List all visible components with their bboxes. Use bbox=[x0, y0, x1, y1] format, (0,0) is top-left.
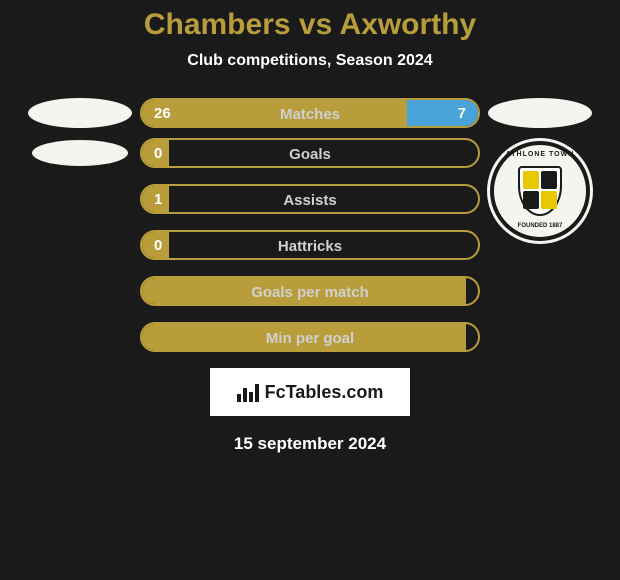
left-team-badges bbox=[20, 140, 140, 166]
stat-right-value: 7 bbox=[407, 100, 478, 126]
stat-bar-assists: 1 Assists bbox=[140, 184, 480, 214]
stat-right-value bbox=[169, 140, 478, 166]
team-ellipse-icon bbox=[488, 98, 592, 128]
crest-text-bot: FOUNDED 1887 bbox=[518, 223, 563, 229]
stat-right-value bbox=[466, 324, 478, 350]
stat-bar-matches: 26 7 Matches bbox=[140, 98, 480, 128]
stat-left-value bbox=[142, 324, 466, 350]
fctables-logo: FcTables.com bbox=[210, 368, 410, 416]
stat-right-value bbox=[466, 278, 478, 304]
bar-chart-icon bbox=[237, 382, 259, 402]
page-title: Chambers vs Axworthy bbox=[0, 8, 620, 42]
stat-left-value: 0 bbox=[142, 140, 169, 166]
stat-left-value: 1 bbox=[142, 186, 169, 212]
subtitle: Club competitions, Season 2024 bbox=[0, 52, 620, 70]
stat-left-value bbox=[142, 278, 466, 304]
stat-row: Goals per match bbox=[0, 276, 620, 306]
stat-bar-min-per-goal: Min per goal bbox=[140, 322, 480, 352]
stat-bar-hattricks: 0 Hattricks bbox=[140, 230, 480, 260]
left-team-badges bbox=[20, 98, 140, 128]
right-team-badge-spacer bbox=[480, 98, 600, 128]
stat-row: 0 Goals ATHLONE TOWN FOUNDED 1887 bbox=[0, 138, 620, 168]
crest-shield-icon bbox=[518, 166, 562, 216]
stat-bar-goals: 0 Goals bbox=[140, 138, 480, 168]
stat-left-value: 0 bbox=[142, 232, 169, 258]
fctables-text: FcTables.com bbox=[265, 382, 384, 403]
team-crest-icon: ATHLONE TOWN FOUNDED 1887 bbox=[490, 141, 590, 241]
team-ellipse-icon bbox=[32, 140, 128, 166]
team-ellipse-icon bbox=[28, 98, 132, 128]
stat-row: 26 7 Matches bbox=[0, 98, 620, 128]
stat-right-value bbox=[169, 232, 478, 258]
stat-row: Min per goal bbox=[0, 322, 620, 352]
stat-right-value bbox=[169, 186, 478, 212]
crest-text-top: ATHLONE TOWN bbox=[506, 151, 575, 158]
stat-left-value: 26 bbox=[142, 100, 407, 126]
stat-bar-goals-per-match: Goals per match bbox=[140, 276, 480, 306]
date-text: 15 september 2024 bbox=[0, 434, 620, 454]
comparison-card: Chambers vs Axworthy Club competitions, … bbox=[0, 0, 620, 454]
